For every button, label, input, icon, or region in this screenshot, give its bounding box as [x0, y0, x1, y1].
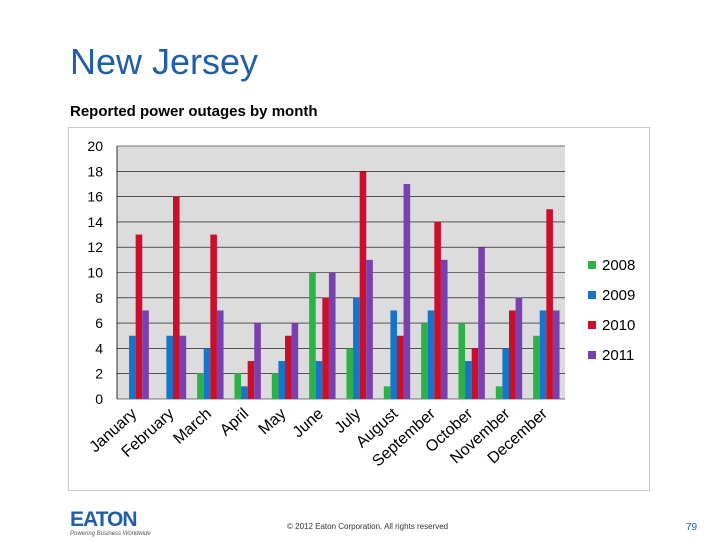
- bar-june-2009: [315, 361, 323, 399]
- bar-october-2010: [471, 348, 479, 399]
- y-tick-label-2: 2: [95, 366, 103, 382]
- bar-april-2010: [247, 361, 255, 399]
- legend-label-2008: 2008: [602, 257, 635, 274]
- eaton-logo: EATON Powering Business Worldwide: [70, 509, 160, 541]
- bar-december-2011: [552, 310, 560, 399]
- x-tick-label-march: March: [170, 405, 214, 447]
- bar-august-2010: [397, 335, 404, 399]
- y-tick-label-12: 12: [87, 239, 103, 255]
- y-tick-label-20: 20: [87, 138, 103, 154]
- bar-december-2010: [546, 209, 553, 399]
- bar-october-2008: [458, 323, 466, 399]
- bar-september-2008: [421, 323, 428, 399]
- bar-november-2008: [495, 386, 503, 399]
- bar-july-2011: [366, 259, 373, 399]
- bar-june-2008: [309, 272, 316, 399]
- legend-label-2010: 2010: [602, 317, 635, 334]
- bar-april-2008: [234, 373, 242, 399]
- chart-frame: 0 2 4 6 8 10 12 14 16 18 20 January February March Apr…: [68, 127, 650, 491]
- bar-march-2008: [197, 373, 204, 399]
- bar-may-2011: [291, 323, 299, 399]
- y-tick-label-14: 14: [87, 214, 103, 230]
- copyright-text: © 2012 Eaton Corporation. All rights res…: [287, 522, 449, 531]
- legend-swatch-2008: [588, 261, 596, 269]
- y-tick-label-4: 4: [95, 340, 103, 356]
- bar-february-2010: [173, 196, 180, 399]
- bar-january-2010: [135, 234, 143, 399]
- logo-tagline: Powering Business Worldwide: [70, 531, 151, 537]
- bar-november-2010: [509, 310, 516, 399]
- legend-label-2011: 2011: [602, 347, 634, 364]
- y-tick-label-6: 6: [95, 315, 103, 331]
- chart-subtitle: Reported power outages by month: [70, 103, 318, 120]
- bar-may-2010: [285, 335, 292, 399]
- bar-december-2009: [539, 310, 547, 399]
- y-tick-label-16: 16: [87, 189, 103, 205]
- bar-september-2011: [440, 259, 448, 399]
- bar-august-2008: [383, 386, 391, 399]
- bar-january-2009: [129, 335, 136, 399]
- page-number: 79: [686, 522, 698, 533]
- bar-november-2009: [502, 348, 509, 399]
- x-tick-label-june: June: [290, 405, 327, 441]
- bar-october-2009: [465, 361, 472, 399]
- bar-june-2010: [322, 297, 329, 399]
- bar-april-2009: [241, 386, 248, 399]
- bar-march-2009: [203, 348, 211, 399]
- bar-september-2010: [434, 221, 441, 399]
- bar-april-2011: [254, 323, 261, 399]
- bar-march-2011: [216, 310, 224, 399]
- y-tick-label-0: 0: [95, 391, 103, 407]
- bar-july-2010: [359, 171, 367, 399]
- y-tick-label-10: 10: [87, 265, 103, 281]
- bar-november-2011: [515, 297, 523, 399]
- bar-august-2011: [403, 183, 411, 399]
- legend-swatch-2011: [588, 351, 596, 359]
- y-tick-label-18: 18: [87, 163, 103, 179]
- legend-swatch-2010: [588, 321, 596, 329]
- bar-march-2010: [210, 234, 217, 399]
- bar-december-2008: [533, 335, 540, 399]
- bar-january-2011: [142, 310, 149, 399]
- logo-wordmark: EATON: [70, 508, 138, 531]
- legend-label-2009: 2009: [602, 287, 635, 304]
- bar-july-2008: [346, 348, 354, 399]
- bar-february-2009: [166, 335, 173, 399]
- bar-august-2009: [390, 310, 397, 399]
- x-tick-label-april: April: [217, 405, 252, 439]
- y-tick-label-8: 8: [95, 290, 103, 306]
- slide-title: New Jersey: [70, 41, 259, 82]
- bar-february-2011: [179, 335, 187, 399]
- bar-may-2009: [278, 361, 285, 399]
- bar-may-2008: [271, 373, 279, 399]
- bar-october-2011: [478, 247, 485, 399]
- bar-july-2009: [353, 297, 360, 399]
- x-tick-label-may: May: [256, 405, 290, 438]
- bar-june-2011: [328, 272, 336, 399]
- bar-september-2009: [427, 310, 435, 399]
- legend-swatch-2009: [588, 291, 596, 299]
